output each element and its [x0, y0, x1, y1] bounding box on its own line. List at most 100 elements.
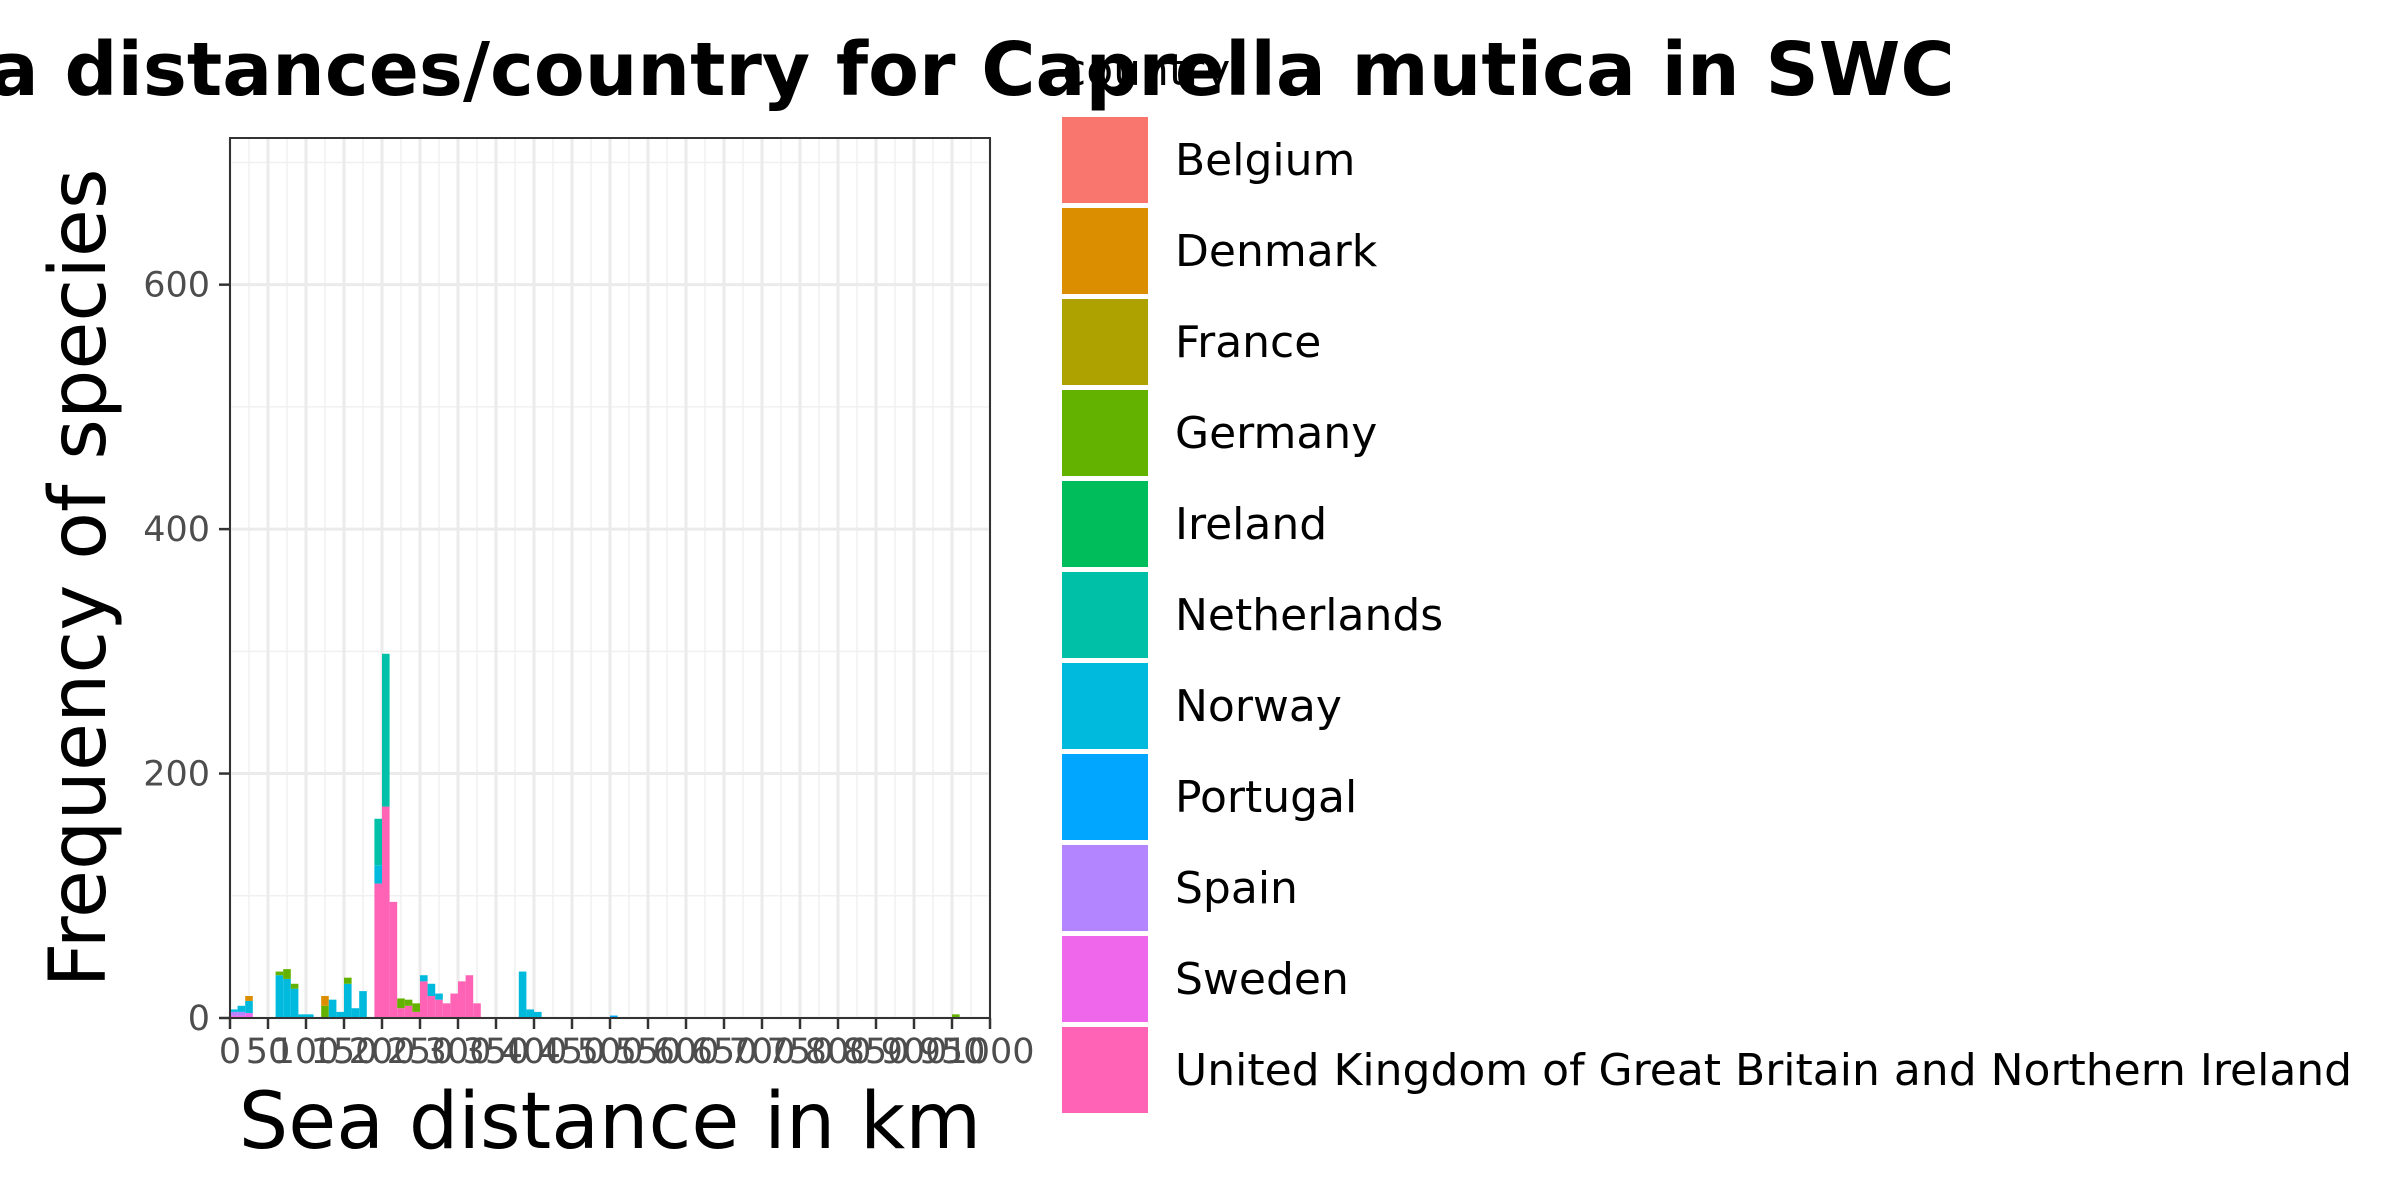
histogram-bar: [397, 998, 405, 1009]
legend-label: Norway: [1175, 681, 1342, 732]
histogram-bar: [245, 996, 253, 1001]
legend-key: [1062, 845, 1148, 931]
histogram-bar: [382, 806, 390, 1018]
histogram-bar: [290, 983, 299, 989]
histogram-bar: [412, 1011, 420, 1018]
legend-label: Ireland: [1175, 499, 1327, 550]
legend-label: France: [1175, 317, 1321, 368]
legend-label: Denmark: [1175, 226, 1378, 277]
histogram-bar: [321, 1005, 329, 1018]
grid-layer: [228, 138, 992, 1020]
legend-key: [1062, 390, 1148, 476]
histogram-bar: [283, 969, 291, 979]
histogram-bar: [230, 1011, 238, 1016]
histogram-bar: [382, 653, 390, 807]
legend-label: Spain: [1175, 863, 1298, 914]
x-tick-label: 850: [843, 1032, 910, 1072]
histogram-bar: [306, 1014, 314, 1018]
legend-key: [1062, 754, 1148, 840]
histogram-bar: [245, 1000, 253, 1014]
y-tick-label: 400: [143, 510, 210, 550]
histogram-bar: [526, 1009, 534, 1018]
x-tick-label: 550: [615, 1032, 682, 1072]
bars-layer: [230, 653, 960, 1018]
histogram-bar: [374, 865, 382, 884]
histogram-bar: [298, 1014, 306, 1018]
histogram-bar: [237, 1005, 246, 1012]
legend-key: [1062, 299, 1148, 385]
histogram-bar: [230, 1015, 238, 1018]
legend-key: [1062, 208, 1148, 294]
histogram-bar: [420, 975, 428, 982]
histogram-bar: [534, 1011, 542, 1018]
histogram-bar: [404, 999, 413, 1006]
x-tick-label: 400: [501, 1032, 568, 1072]
x-tick-label: 650: [691, 1032, 758, 1072]
histogram-bar: [344, 983, 352, 1018]
legend-label: Belgium: [1175, 135, 1355, 186]
histogram-bar: [412, 1003, 420, 1012]
histogram-bar: [237, 1015, 246, 1018]
x-tick-label: 250: [387, 1032, 454, 1072]
x-tick-label: 750: [767, 1032, 834, 1072]
x-tick-label: 800: [805, 1032, 872, 1072]
histogram-bar: [283, 978, 291, 1018]
x-tick-label: 150: [311, 1032, 378, 1072]
histogram-bar: [435, 993, 443, 1000]
histogram-bar: [275, 975, 284, 1018]
legend-label: Sweden: [1175, 954, 1349, 1005]
histogram-bar: [442, 1003, 451, 1018]
histogram-bar: [427, 983, 436, 996]
legend-key: [1062, 117, 1148, 203]
histogram-bar: [275, 971, 284, 976]
x-tick-label: 0: [219, 1032, 241, 1072]
legend-title: country: [1062, 45, 1230, 96]
histogram-bar: [465, 975, 474, 1018]
x-tick-label: 350: [463, 1032, 530, 1072]
histogram-bar: [290, 988, 299, 1018]
x-tick-label: 1000: [945, 1032, 1034, 1072]
legend-key: [1062, 663, 1148, 749]
chart-title: Sea distances/country for Caprella mutic…: [0, 27, 1955, 113]
x-tick-label: 450: [539, 1032, 606, 1072]
x-tick-label: 950: [919, 1032, 986, 1072]
histogram-bar: [473, 1003, 481, 1018]
legend-label: United Kingdom of Great Britain and Nort…: [1175, 1045, 2352, 1096]
histogram-bar: [518, 971, 527, 1018]
histogram-bar: [610, 1015, 618, 1018]
histogram-bar: [321, 996, 329, 1006]
x-tick-label: 50: [246, 1032, 291, 1072]
histogram-bar: [351, 1008, 360, 1018]
x-tick-label: 200: [349, 1032, 416, 1072]
histogram-bar: [237, 1011, 246, 1016]
x-tick-label: 900: [881, 1032, 948, 1072]
axis-layer: 0 501001502002503003504004505005506006507…: [143, 266, 1034, 1072]
histogram-bar: [344, 977, 352, 984]
x-tick-label: 100: [273, 1032, 340, 1072]
histogram-bar: [230, 1009, 238, 1012]
y-axis-title: Frequency of species: [34, 168, 124, 987]
legend: country Belgium Denmark France Germany Irela…: [1062, 45, 2352, 1113]
histogram-bar: [374, 818, 382, 866]
histogram-bar: [389, 901, 398, 1018]
histogram-bar: [359, 991, 367, 1018]
histogram-bar: [435, 999, 443, 1018]
histogram-bar: [458, 981, 466, 1018]
x-tick-label: 600: [653, 1032, 720, 1072]
legend-label: Netherlands: [1175, 590, 1443, 641]
legend-key: [1062, 1027, 1148, 1113]
x-tick-label: 300: [425, 1032, 492, 1072]
legend-key: [1062, 481, 1148, 567]
histogram-bar: [336, 1011, 344, 1018]
legend-label: Portugal: [1175, 772, 1357, 823]
x-axis-title: Sea distance in km: [239, 1077, 981, 1167]
histogram-bar: [374, 883, 382, 1018]
y-tick-label: 200: [143, 755, 210, 795]
histogram-bar: [245, 1013, 253, 1018]
histogram-bar: [420, 981, 428, 1018]
histogram-bar: [397, 1008, 405, 1018]
y-tick-label: 0: [188, 999, 210, 1039]
histogram-bar: [450, 993, 458, 1018]
legend-key: [1062, 572, 1148, 658]
